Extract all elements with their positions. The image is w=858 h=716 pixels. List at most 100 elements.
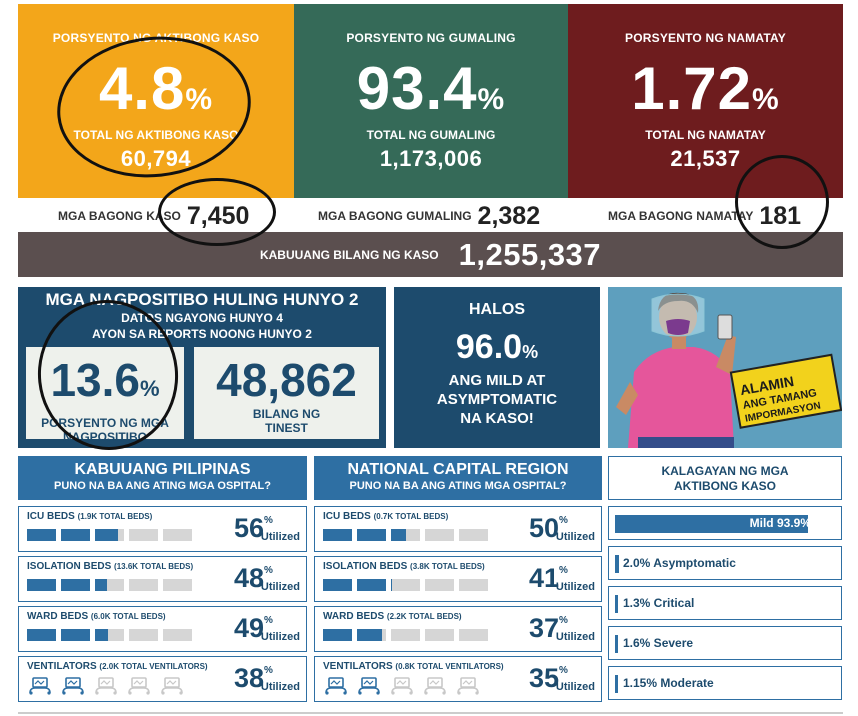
ventilator-icon — [389, 677, 415, 695]
utilized-label: Utilized — [555, 681, 595, 693]
utilization-bars — [323, 579, 488, 591]
status-label: 1.6% Severe — [623, 636, 694, 650]
hospital-ncr-panel: NATIONAL CAPITAL REGION PUNO NA BA ANG A… — [314, 456, 602, 708]
active-total: 60,794 — [120, 146, 192, 171]
utilization-percent: 38% — [233, 663, 273, 693]
utilized-label: Utilized — [555, 581, 595, 593]
utilization-bar-fill — [27, 579, 56, 591]
utilization-percent: 37% — [528, 613, 568, 643]
deaths-total: 21,537 — [670, 146, 741, 171]
status-label: 1.3% Critical — [623, 596, 695, 610]
positivity-rate-card: 13.6% PORSYENTO NG MGA NAGPOSITIBO — [26, 347, 184, 444]
utilization-bar-segment — [129, 529, 158, 541]
positivity-panel: MGA NAGPOSITIBO HULING HUNYO 2 DATOS NGA… — [18, 287, 386, 448]
status-bar — [615, 555, 620, 573]
utilization-bar-segment — [27, 529, 56, 541]
utilization-bar-segment — [129, 579, 158, 591]
utilization-bar-segment — [391, 629, 420, 641]
active-percent-label: PORSYENTO NG AKTIBONG KASO — [52, 31, 260, 45]
status-row: 1.3% Critical — [608, 586, 842, 620]
total-cases-label: KABUUANG BILANG NG KASO — [259, 247, 439, 262]
new-recovered-value: 2,382 — [477, 201, 541, 230]
utilization-percent: 50% — [528, 513, 568, 543]
utilization-bar-fill — [95, 579, 107, 591]
recovered-percent: 93.4% — [356, 55, 506, 122]
deaths-total-label: TOTAL NG NAMATAY — [645, 128, 766, 142]
ventilator-icon — [159, 677, 185, 695]
positivity-rate-caption: PORSYENTO NG MGA — [41, 416, 169, 430]
active-cases-box: PORSYENTO NG AKTIBONG KASO 4.8% TOTAL NG… — [18, 4, 294, 198]
utilization-bar-fill — [323, 629, 352, 641]
status-row: 1.6% Severe — [608, 626, 842, 660]
recovered-total: 1,173,006 — [379, 146, 483, 171]
status-label: Mild 93.9% — [749, 516, 811, 530]
utilization-percent: 41% — [528, 563, 568, 593]
utilization-bar-fill — [391, 529, 406, 541]
mild-panel: HALOS 96.0% ANG MILD AT ASYMPTOMATIC NA … — [394, 287, 600, 448]
utilization-bar-segment — [323, 579, 352, 591]
total-cases-value: 1,255,337 — [458, 236, 602, 272]
utilization-bar-segment — [163, 629, 192, 641]
mild-caption: ANG MILD AT ASYMPTOMATIC NA KASO! — [436, 372, 558, 427]
recovered-box: PORSYENTO NG GUMALING 93.4% TOTAL NG GUM… — [294, 4, 568, 198]
utilization-bar-segment — [163, 529, 192, 541]
woman-with-phone-icon: ALAMIN ANG TAMANG IMPORMASYON — [608, 287, 842, 448]
recovered-percent-label: PORSYENTO NG GUMALING — [346, 31, 516, 45]
hospital-philippines-subtitle: PUNO NA BA ANG ATING MGA OSPITAL? — [54, 480, 271, 492]
ventilator-icons — [27, 677, 185, 695]
ventilator-icon — [93, 677, 119, 695]
utilization-bar-segment — [357, 579, 386, 591]
ventilator-icon — [455, 677, 481, 695]
positivity-date-line: DATOS NGAYONG HUNYO 4 — [121, 311, 283, 325]
active-case-status-panel: KALAGAYAN NG MGA AKTIBONG KASO Mild 93.9… — [608, 456, 842, 708]
utilization-bars — [323, 629, 488, 641]
hospital-row: ISOLATION BEDS (13.6K TOTAL BEDS) 48% Util… — [18, 556, 307, 602]
ventilator-icons — [323, 677, 481, 695]
utilization-bar-fill — [27, 529, 56, 541]
utilization-bar-fill — [27, 629, 56, 641]
utilization-percent: 35% — [528, 663, 568, 693]
utilization-bars — [27, 579, 192, 591]
new-recovered: MGA BAGONG GUMALING 2,382 — [318, 200, 540, 232]
utilized-label: Utilized — [260, 681, 300, 693]
utilized-label: Utilized — [260, 531, 300, 543]
hospital-philippines-title: KABUUANG PILIPINAS — [74, 461, 251, 478]
mild-value: 96.0% — [455, 328, 539, 366]
hospital-row: ISOLATION BEDS (3.8K TOTAL BEDS) 41% Utili… — [314, 556, 602, 602]
ventilator-icon — [27, 677, 53, 695]
hospital-row-label: WARD BEDS (2.2K TOTAL BEDS) — [323, 611, 462, 622]
new-recovered-label: MGA BAGONG GUMALING — [318, 209, 472, 223]
hospital-row-label: ICU BEDS (0.7K TOTAL BEDS) — [323, 511, 449, 522]
hospital-row: ICU BEDS (0.7K TOTAL BEDS) 50% Utilized — [314, 506, 602, 552]
hospital-row-label: ICU BEDS (1.9K TOTAL BEDS) — [27, 511, 153, 522]
ventilator-icon — [356, 677, 382, 695]
utilization-bar-segment — [323, 629, 352, 641]
hospital-row: ICU BEDS (1.9K TOTAL BEDS) 56% Utilized — [18, 506, 307, 552]
hospital-row-label: VENTILATORS (2.0K TOTAL VENTILATORS) — [27, 661, 208, 672]
status-row: 1.15% Moderate — [608, 666, 842, 700]
utilization-bar-segment — [163, 579, 192, 591]
utilization-bar-fill — [95, 529, 119, 541]
hospital-row-label: ISOLATION BEDS (3.8K TOTAL BEDS) — [323, 561, 485, 572]
positivity-rate: 13.6% — [50, 354, 160, 406]
utilization-bar-fill — [357, 579, 386, 591]
annotation-circle — [158, 178, 276, 246]
positivity-source-line: AYON SA REPORTS NOONG HUNYO 2 — [92, 327, 312, 341]
hospital-row: VENTILATORS (0.8K TOTAL VENTILATORS) 35% U… — [314, 656, 602, 702]
active-percent: 4.8% — [98, 55, 214, 122]
hospital-ncr-subtitle: PUNO NA BA ANG ATING MGA OSPITAL? — [349, 480, 567, 492]
utilization-bar-segment — [357, 529, 386, 541]
active-total-label: TOTAL NG AKTIBONG KASO — [73, 128, 239, 142]
utilization-bar-fill — [391, 579, 393, 591]
utilization-bar-segment — [459, 629, 488, 641]
utilization-bar-segment — [459, 529, 488, 541]
status-row: 2.0% Asymptomatic — [608, 546, 842, 580]
ventilator-icon — [323, 677, 349, 695]
utilization-bar-fill — [323, 579, 352, 591]
status-bar — [615, 635, 619, 653]
utilization-bar-segment — [357, 629, 386, 641]
utilization-bar-segment — [425, 629, 454, 641]
utilization-bar-fill — [323, 529, 352, 541]
utilization-bar-segment — [61, 529, 90, 541]
tested-caption-2: TINEST — [265, 421, 308, 435]
